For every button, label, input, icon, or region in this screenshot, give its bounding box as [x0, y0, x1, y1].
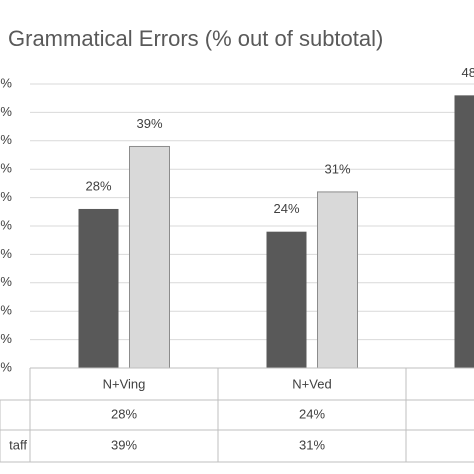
y-tick-label: 35% — [0, 161, 12, 176]
bar — [78, 208, 119, 368]
y-tick-label: 0% — [0, 359, 12, 374]
y-tick-label: 25% — [0, 217, 12, 232]
y-tick-label: 40% — [0, 132, 12, 147]
data-label: 48% — [461, 65, 474, 80]
table-cell: 39% — [111, 437, 137, 452]
data-label: 24% — [273, 201, 299, 216]
bar — [129, 145, 170, 369]
data-label: 39% — [136, 116, 162, 131]
x-tick-label: N+Ved — [292, 376, 331, 391]
y-tick-label: 10% — [0, 303, 12, 318]
chart-title: Grammatical Errors (% out of subtotal) — [8, 26, 383, 51]
x-tick-label: N+Ving — [103, 376, 146, 391]
y-tick-label: 50% — [0, 75, 12, 90]
y-tick-label: 20% — [0, 246, 12, 261]
bar — [317, 191, 358, 369]
bar — [454, 95, 474, 369]
data-label: 28% — [85, 178, 111, 193]
legend-label: taff — [9, 437, 27, 452]
table-cell: 24% — [299, 406, 325, 421]
bar — [266, 231, 307, 368]
y-tick-label: 5% — [0, 331, 12, 346]
y-tick-label: 45% — [0, 104, 12, 119]
data-label: 31% — [324, 161, 350, 176]
table-cell: 31% — [299, 437, 325, 452]
y-tick-label: 15% — [0, 274, 12, 289]
y-tick-label: 30% — [0, 189, 12, 204]
table-cell: 28% — [111, 406, 137, 421]
